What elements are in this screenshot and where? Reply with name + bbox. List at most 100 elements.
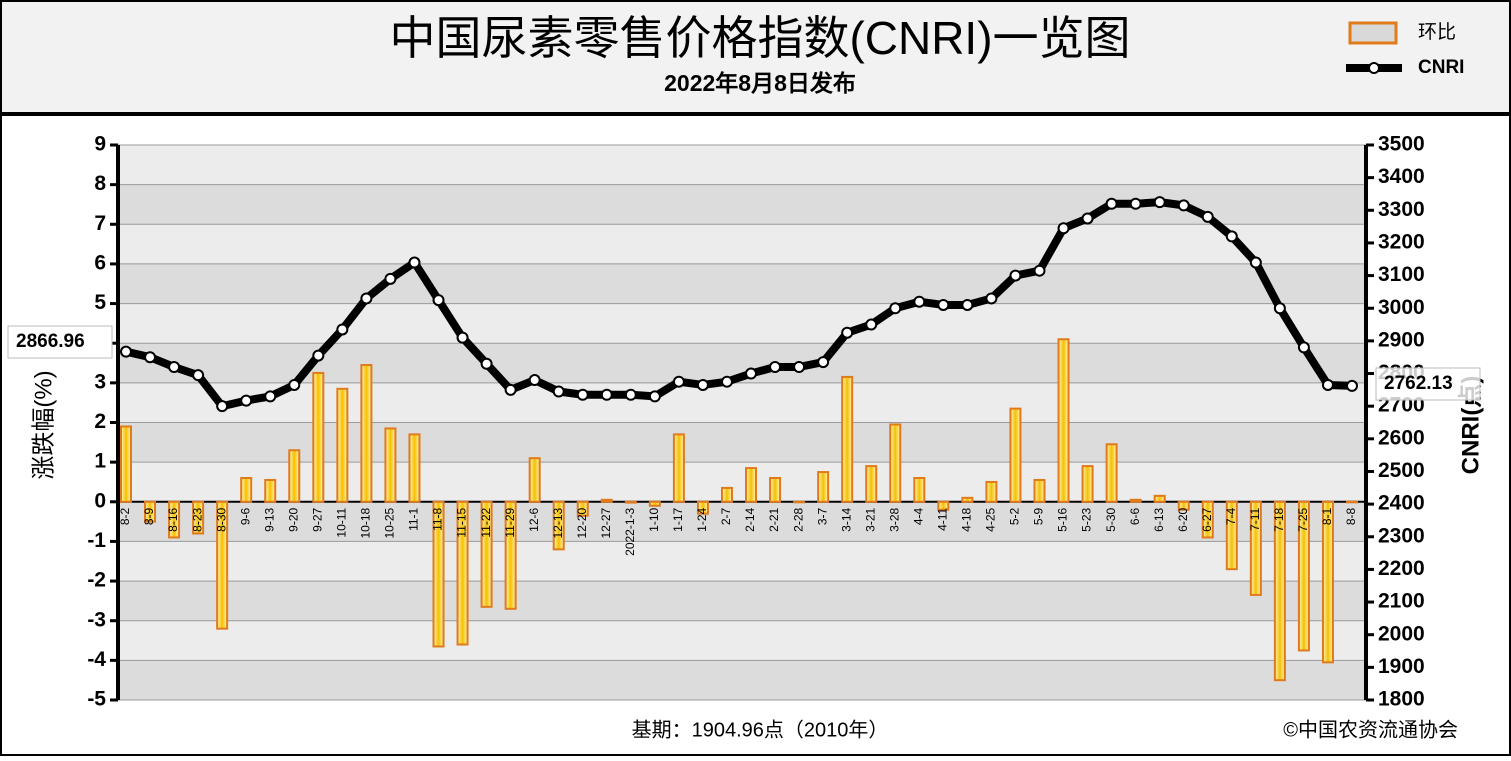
y2-tick-label: 3400 bbox=[1378, 165, 1425, 188]
y-axis-label: 涨跌幅(%) bbox=[30, 370, 57, 479]
cnri-marker bbox=[913, 295, 926, 308]
cnri-marker bbox=[1057, 222, 1070, 235]
bar bbox=[1129, 498, 1142, 503]
bar bbox=[144, 500, 157, 523]
cnri-marker bbox=[480, 357, 493, 370]
source: ©中国农资流通协会 bbox=[1283, 718, 1458, 741]
y2-tick-label: 2400 bbox=[1378, 492, 1425, 515]
x-tick-label: 4-25 bbox=[984, 507, 998, 531]
cnri-marker bbox=[1129, 197, 1142, 210]
cnri-marker bbox=[937, 298, 950, 311]
x-tick-label: 6-27 bbox=[1200, 507, 1214, 531]
y2-tick-label: 3300 bbox=[1378, 198, 1425, 221]
x-tick-label: 10-25 bbox=[383, 507, 397, 538]
grid-band bbox=[118, 422, 1366, 463]
bar bbox=[937, 500, 950, 511]
bar bbox=[1177, 500, 1190, 511]
x-tick-label: 5-30 bbox=[1104, 507, 1118, 531]
bar bbox=[1346, 500, 1358, 504]
cnri-marker bbox=[312, 349, 325, 362]
bar bbox=[696, 500, 709, 515]
y-tick-label: -1 bbox=[87, 529, 106, 552]
cnri-marker bbox=[1081, 212, 1094, 225]
cnri-marker bbox=[817, 356, 830, 369]
legend-label: 环比 bbox=[1418, 21, 1456, 43]
legend-swatch bbox=[1348, 21, 1398, 45]
cnri-marker bbox=[408, 256, 421, 269]
legend-label: CNRI bbox=[1418, 57, 1464, 78]
cnri-marker bbox=[648, 390, 661, 403]
cnri-marker bbox=[216, 400, 229, 413]
x-tick-label: 1-10 bbox=[647, 507, 661, 531]
cnri-marker bbox=[504, 383, 517, 396]
cnri-marker bbox=[985, 292, 998, 305]
y-tick-label: -3 bbox=[87, 608, 106, 631]
bar bbox=[648, 500, 661, 507]
x-tick-label: 2-7 bbox=[719, 507, 733, 525]
x-tick-label: 8-2 bbox=[118, 507, 132, 525]
x-tick-label: 4-4 bbox=[911, 507, 925, 525]
cnri-marker bbox=[384, 272, 397, 285]
cnri-marker bbox=[1225, 230, 1238, 243]
y2-tick-label: 1900 bbox=[1378, 655, 1425, 678]
cnri-marker bbox=[1346, 379, 1358, 392]
bar bbox=[504, 500, 517, 610]
value-label-box bbox=[1375, 367, 1481, 401]
bar bbox=[312, 371, 325, 503]
grid-band bbox=[118, 660, 1366, 700]
x-tick-label: 7-4 bbox=[1224, 507, 1238, 525]
y-tick-label: 0 bbox=[94, 489, 106, 512]
value-label: 2762.13 bbox=[1384, 373, 1453, 394]
x-tick-label: 1-17 bbox=[671, 507, 685, 531]
cnri-marker bbox=[1033, 264, 1046, 277]
x-tick-label: 11-1 bbox=[407, 507, 421, 530]
y-tick-label: 1 bbox=[94, 450, 106, 473]
bar bbox=[1105, 443, 1118, 503]
cnri-marker bbox=[192, 369, 205, 382]
bar bbox=[865, 465, 878, 503]
bar bbox=[1081, 465, 1094, 503]
x-tick-label: 8-30 bbox=[214, 507, 228, 531]
cnri-marker bbox=[769, 361, 782, 373]
cnri-marker bbox=[696, 378, 709, 391]
y2-tick-label: 2000 bbox=[1378, 622, 1425, 645]
cnri-marker bbox=[889, 302, 902, 315]
y2-tick-label: 2900 bbox=[1378, 328, 1425, 351]
x-tick-label: 6-13 bbox=[1152, 507, 1166, 531]
cnri-marker bbox=[1273, 302, 1286, 315]
x-tick-label: 4-11 bbox=[936, 507, 950, 530]
y-tick-label: 9 bbox=[94, 133, 106, 156]
bar bbox=[1273, 500, 1286, 682]
cnri-marker bbox=[1105, 197, 1118, 210]
cnri-marker bbox=[961, 298, 974, 311]
bar bbox=[120, 425, 132, 503]
cnri-marker bbox=[552, 385, 565, 398]
legend-marker bbox=[1368, 62, 1380, 74]
y-tick-label: 7 bbox=[94, 212, 106, 235]
chart-subtitle: 2022年8月8日发布 bbox=[664, 70, 856, 96]
footnote: 基期：1904.96点（2010年） bbox=[632, 718, 889, 741]
cnri-marker bbox=[1201, 210, 1214, 223]
x-tick-label: 12-27 bbox=[599, 507, 613, 538]
bar bbox=[985, 480, 998, 503]
cnri-marker bbox=[336, 323, 349, 336]
cnri-marker bbox=[360, 292, 373, 305]
cnri-line bbox=[125, 198, 1353, 411]
x-tick-label: 5-16 bbox=[1056, 507, 1070, 531]
bar bbox=[360, 364, 373, 503]
bar bbox=[192, 500, 205, 535]
x-tick-label: 2-21 bbox=[767, 507, 781, 531]
cnri-marker bbox=[432, 294, 445, 307]
y-tick-label: 3 bbox=[94, 370, 106, 393]
x-tick-label: 12-6 bbox=[527, 507, 541, 531]
x-tick-label: 8-16 bbox=[166, 507, 180, 531]
bar bbox=[720, 486, 733, 503]
x-tick-label: 5-23 bbox=[1080, 507, 1094, 531]
cnri-marker bbox=[264, 390, 277, 403]
y2-tick-label: 2300 bbox=[1378, 524, 1425, 547]
cnri-marker bbox=[793, 361, 806, 373]
x-tick-label: 9-27 bbox=[310, 507, 324, 531]
chart-title: 中国尿素零售价格指数(CNRI)一览图 bbox=[389, 12, 1130, 64]
grid-band bbox=[118, 263, 1366, 304]
x-tick-label: 2-14 bbox=[743, 507, 757, 531]
